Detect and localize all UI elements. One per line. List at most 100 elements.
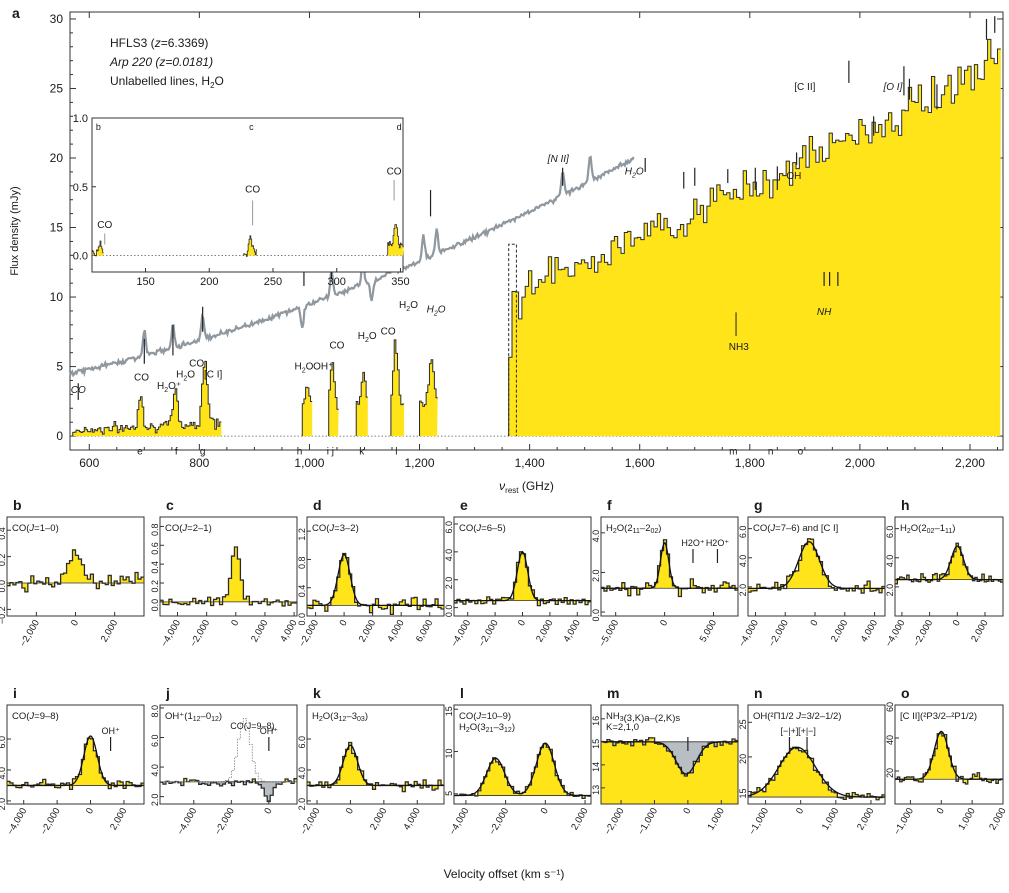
y-tick-label: 60 — [885, 702, 895, 712]
y-tick-label: 0.2 — [0, 554, 7, 567]
panel-letter-i: i — [13, 685, 17, 701]
x-tick-label: 2,000 — [357, 618, 378, 644]
marker-label: H2O⁺ — [681, 538, 705, 548]
y-tick-label: 4.0 — [444, 549, 454, 562]
x-tick-label: −4,000 — [447, 806, 471, 837]
y-tick-label: 8.0 — [150, 705, 160, 718]
inset-x-tick-label: 200 — [200, 276, 218, 288]
spectrum-bar — [940, 733, 943, 779]
spectral-line-label: CO — [189, 359, 204, 370]
x-tick-label: −1,000 — [892, 806, 916, 837]
y-tick-label: 16 — [591, 716, 601, 726]
spectral-line-label: NH — [817, 307, 832, 318]
spectrum-bar-base — [708, 743, 711, 804]
y-tick-label: 2.0 — [297, 798, 307, 811]
spectrum-bar-base — [675, 764, 678, 804]
spectrum-line — [307, 742, 444, 791]
x-tick-label: 2,000 — [249, 618, 270, 644]
panel-content: OH⁺ — [7, 726, 144, 789]
x-tick-label: 0 — [539, 806, 551, 816]
spectral-line-label: CO — [71, 385, 86, 396]
y-tick-label: 5 — [56, 360, 63, 374]
panel-content — [895, 543, 1003, 584]
panel-letter-m: m — [607, 685, 619, 701]
spectrum-bar-base — [631, 746, 634, 804]
inset-x-tick-label: 150 — [136, 276, 154, 288]
panel-title: H2O(202–111) — [900, 523, 955, 535]
spectrum-bar — [496, 762, 499, 796]
panel-letter-f: f — [607, 497, 612, 513]
x-tick-label: 2,200 — [955, 456, 985, 470]
y-tick-label: 4.0 — [591, 530, 601, 543]
x-tick-label: −1,000 — [636, 806, 660, 837]
x-tick-label: −2,000 — [487, 806, 511, 837]
spectrum-bar-base — [732, 742, 735, 804]
panel-title: CO(J=1–0) — [12, 523, 59, 534]
panel-letter-c: c — [166, 497, 174, 513]
marker-label: [−|+] — [781, 726, 799, 736]
panel-title: OH⁺(112–012) — [165, 711, 222, 723]
panel-content — [601, 737, 738, 804]
spectrum-bar-base — [619, 742, 622, 804]
y-tick-label: 0.8 — [297, 556, 307, 569]
inset-x-tick-label: 350 — [391, 276, 409, 288]
spectrum-bar-base — [634, 742, 637, 804]
y-tick-label: 25 — [50, 81, 64, 95]
x-tick-label: 0 — [262, 806, 274, 816]
y-tick-label: 2.0 — [0, 798, 7, 811]
spectral-line-label: [C II] — [794, 82, 815, 93]
inset-x-tick-label: 250 — [264, 276, 282, 288]
x-tick-label: −2,000 — [477, 618, 501, 649]
x-tick-label: −4,000 — [5, 806, 29, 837]
spectrum-bar — [702, 742, 705, 746]
panel-content: [−|+][+|−] — [748, 726, 885, 800]
x-tick-label: 1,000 — [294, 456, 324, 470]
spectral-line-label: H2O — [625, 167, 644, 180]
y-axis-label: Flux density (mJy) — [9, 186, 21, 275]
x-tick-label: −4,000 — [449, 618, 473, 649]
spectrum-bar-base — [637, 742, 640, 804]
panel-letter-g: g — [754, 497, 763, 513]
spectral-line-label: CO — [329, 340, 344, 351]
y-tick-label: 6.0 — [738, 526, 748, 539]
y-tick-label: 0.4 — [0, 527, 7, 540]
x-tick-label: 4,000 — [401, 806, 422, 832]
y-tick-label: 5 — [444, 791, 454, 796]
spectrum-bar-base — [610, 742, 613, 804]
spectrum-bar — [772, 780, 775, 797]
spectral-line-label: CO — [134, 372, 149, 383]
spectrum-bar-base — [664, 747, 667, 804]
panel-content — [307, 742, 444, 791]
subpanel-ref-letter: m — [729, 446, 737, 457]
panel-letter-d: d — [313, 497, 322, 513]
spectral-line-label: [O I] — [882, 82, 902, 93]
y-tick-label: 15 — [591, 739, 601, 749]
x-tick-label: 0 — [681, 806, 693, 816]
spectrum-bar-base — [729, 744, 732, 804]
x-tick-label: 1,000 — [820, 806, 841, 832]
spectrum-bar-base — [726, 743, 729, 804]
x-tick-label: 0 — [935, 806, 947, 816]
panel-title: CO(J=6–5) — [459, 523, 506, 534]
y-tick-label: 2.0 — [591, 569, 601, 582]
y-tick-label: 6.0 — [297, 736, 307, 749]
x-tick-label: −2,000 — [911, 618, 935, 649]
x-tick-label: 600 — [79, 456, 99, 470]
spectrum-bar — [796, 571, 799, 588]
legend-entry: HFLS3 (z=6.3369) — [110, 36, 208, 50]
x-tick-label: 2,000 — [845, 456, 875, 470]
x-tick-label: 0 — [794, 806, 806, 816]
hfls3-fill — [302, 387, 312, 436]
panel-j: jCO(J=9–8)OH⁺OH⁺(112–012)2.04.06.08.0−4,… — [150, 685, 297, 837]
panel-letter-n: n — [754, 685, 763, 701]
x-tick-label: 2,000 — [368, 806, 389, 832]
subpanel-ref-letter: o — [798, 446, 804, 457]
